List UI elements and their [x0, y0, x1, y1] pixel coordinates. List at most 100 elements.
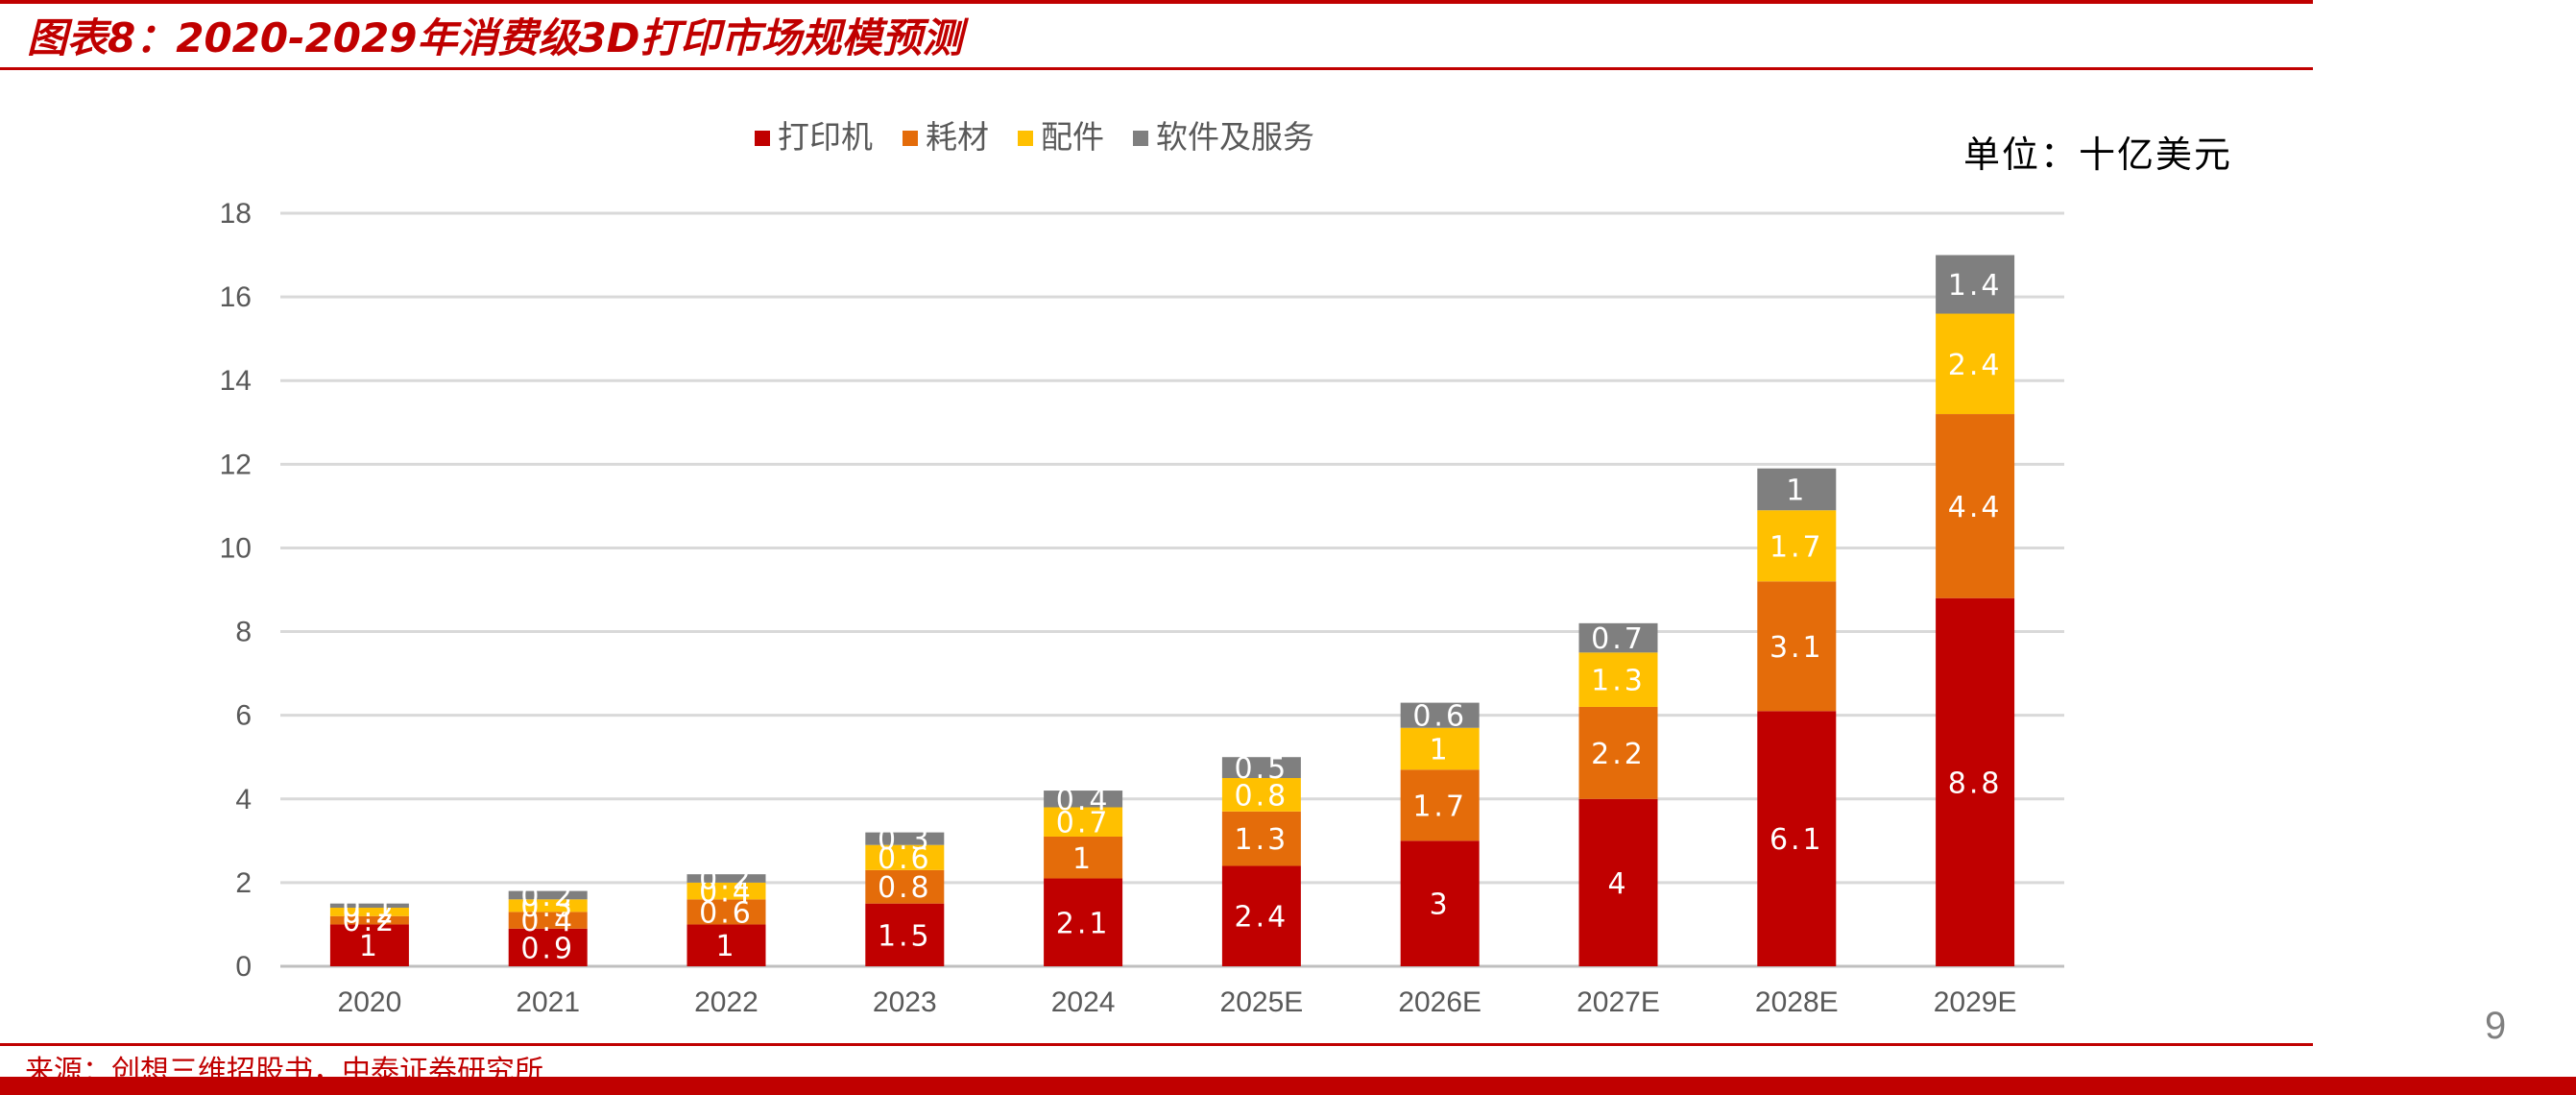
legend-swatch — [1133, 131, 1148, 146]
y-axis-ticks: 0 2 4 6 8 10 12 14 16 18 — [220, 198, 252, 983]
bar-segment — [1578, 798, 1658, 966]
bar-segment — [1757, 711, 1837, 966]
data-label: 1 — [715, 930, 736, 963]
data-label: 3.1 — [1769, 631, 1824, 665]
bar-segment — [1044, 791, 1123, 808]
data-label: 4.4 — [1948, 491, 2003, 524]
data-label: 1.7 — [1769, 530, 1824, 564]
data-label: 0.2 — [520, 880, 575, 913]
legend-label: 耗材 — [926, 118, 989, 156]
x-tick-label: 2027E — [1577, 986, 1660, 1018]
bar-segment — [1400, 769, 1480, 841]
y-tick-label: 12 — [220, 449, 252, 480]
bar-segment — [1757, 510, 1837, 582]
legend-label: 配件 — [1041, 118, 1104, 156]
bar-segment — [686, 882, 766, 900]
y-tick-label: 14 — [220, 365, 252, 397]
x-axis-ticks: 2020 2021 2022 2023 2024 2025E 2026E 2027E 2028E… — [338, 986, 2017, 1018]
bar-segment — [508, 899, 588, 912]
data-label: 0.6 — [699, 896, 754, 930]
bar-segment — [329, 924, 409, 966]
data-label: 0.7 — [1056, 807, 1111, 840]
data-label: 3 — [1430, 888, 1451, 922]
data-label: 8.8 — [1948, 766, 2003, 800]
data-label: 1 — [1072, 842, 1094, 876]
data-label: 1.3 — [1235, 823, 1289, 857]
data-label: 0.2 — [699, 864, 754, 897]
data-label: 1.4 — [1948, 269, 2003, 303]
y-tick-label: 18 — [220, 198, 252, 230]
bar-segment — [1044, 836, 1123, 879]
bar-segment — [686, 924, 766, 966]
data-label: 0.6 — [878, 842, 932, 876]
bar-segment — [1044, 878, 1123, 966]
title-rule — [0, 67, 2313, 70]
bar-segment — [1221, 865, 1301, 966]
bar-segment — [329, 903, 409, 909]
bar-segment — [1936, 313, 2015, 415]
y-tick-label: 2 — [235, 867, 252, 899]
bar-segment — [865, 844, 945, 870]
bar-segment — [508, 928, 588, 966]
y-tick-label: 0 — [235, 951, 252, 983]
bar-segment — [1936, 255, 2015, 314]
y-tick-label: 10 — [220, 532, 252, 564]
x-tick-label: 2022 — [694, 986, 758, 1018]
data-label: 2.4 — [1235, 901, 1289, 935]
y-tick-label: 4 — [235, 784, 252, 815]
data-label: 0.8 — [1235, 779, 1289, 813]
chart-title: 图表8：2020-2029年消费级3D打印市场规模预测 — [27, 14, 963, 61]
bar-segment — [686, 874, 766, 883]
legend-label: 软件及服务 — [1156, 118, 1314, 156]
bar-segment — [1936, 414, 2015, 598]
legend-swatch — [755, 131, 770, 146]
data-label: 0.7 — [1591, 622, 1646, 656]
bar-segment — [1044, 807, 1123, 837]
bar-segment — [1757, 468, 1837, 511]
data-label: 1 — [1786, 474, 1807, 507]
data-label: 1.7 — [1412, 790, 1467, 823]
bar-segment — [1400, 702, 1480, 728]
data-label: 0.9 — [520, 932, 575, 965]
bars: 10.20.20.10.90.40.30.210.60.40.21.50.80.… — [329, 255, 2015, 966]
gridlines — [280, 211, 2064, 968]
x-tick-label: 2028E — [1755, 986, 1839, 1018]
data-label: 2.4 — [1948, 349, 2003, 382]
source-rule — [0, 1043, 2313, 1046]
legend-swatch — [903, 131, 918, 146]
legend: 打印机 耗材 配件 软件及服务 — [755, 118, 1314, 156]
legend-label: 打印机 — [778, 118, 873, 156]
bar-segment — [508, 890, 588, 900]
legend-swatch — [1018, 131, 1033, 146]
bar-segment — [686, 899, 766, 925]
bar-segment — [1578, 706, 1658, 799]
unit-label: 单位：十亿美元 — [1963, 134, 2233, 176]
data-label: 1.5 — [878, 919, 932, 953]
data-label: 1.3 — [1591, 665, 1646, 698]
bar-segment — [1578, 622, 1658, 653]
bar-segment — [1221, 811, 1301, 866]
x-tick-label: 2024 — [1051, 986, 1116, 1018]
data-label: 0.2 — [343, 896, 397, 930]
page-number: 9 — [2485, 1005, 2507, 1047]
data-label: 0.5 — [1235, 752, 1289, 786]
x-tick-label: 2025E — [1220, 986, 1304, 1018]
data-label: 1 — [1430, 734, 1451, 767]
bottom-band — [0, 1077, 2576, 1095]
data-label: 0.1 — [343, 890, 397, 924]
x-tick-label: 2023 — [873, 986, 937, 1018]
data-label: 6.1 — [1769, 823, 1824, 857]
bar-segment — [865, 869, 945, 904]
x-tick-label: 2029E — [1934, 986, 2017, 1018]
data-label: 2.1 — [1056, 907, 1111, 940]
bar-segment — [1221, 757, 1301, 778]
bar-segment — [1578, 652, 1658, 707]
x-tick-label: 2021 — [516, 986, 580, 1018]
x-tick-label: 2026E — [1398, 986, 1481, 1018]
bar-segment — [1400, 840, 1480, 966]
bar-segment — [1936, 597, 2015, 966]
data-label: 0.8 — [878, 871, 932, 905]
data-label: 0.3 — [878, 823, 932, 857]
bar-segment — [508, 912, 588, 929]
bar-segment — [1757, 581, 1837, 712]
